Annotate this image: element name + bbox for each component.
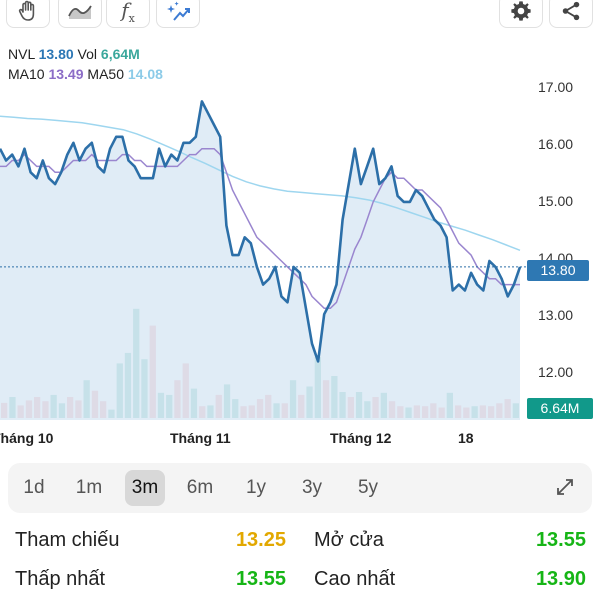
y-tick-label: 13.00: [538, 307, 574, 323]
open-value: 13.55: [535, 529, 586, 551]
price-line: [0, 100, 522, 363]
y-tick-label: 12.00: [538, 364, 574, 380]
last-volume-tag: 6.64M: [527, 398, 593, 419]
ma10-line: [0, 147, 520, 310]
legend-ma50: 14.08: [127, 66, 163, 82]
draw-line-button[interactable]: [58, 0, 102, 28]
y-tick-label: 16.00: [538, 136, 574, 152]
timeframe-1m[interactable]: 1m: [75, 477, 103, 498]
share-icon: [562, 1, 580, 21]
timeframe-6m[interactable]: 6m: [186, 477, 214, 498]
high-value: 13.90: [535, 568, 586, 590]
x-tick-label: 18: [458, 430, 474, 446]
x-tick-label: Tháng 12: [330, 430, 392, 446]
function-icon: fx: [121, 0, 135, 25]
legend-vol-label: Vol: [77, 46, 98, 62]
ai-analysis-button[interactable]: [156, 0, 200, 28]
legend-price: 13.80: [38, 46, 74, 62]
high-label: Cao nhất: [314, 568, 396, 590]
timeframe-selector: 1d 1m 3m 6m 1y 3y 5y: [8, 463, 592, 513]
price-area-fill: [0, 101, 520, 421]
timeframe-5y[interactable]: 5y: [357, 477, 379, 498]
magic-wand-icon: [167, 1, 190, 21]
x-tick-label: Tháng 11: [170, 430, 231, 446]
indicators-button[interactable]: fx: [106, 0, 150, 28]
hand-icon: [18, 0, 35, 21]
expand-button[interactable]: [554, 476, 576, 503]
legend-ma50-label: MA50: [87, 66, 124, 82]
stats-row: Tham chiếu 13.25 Mở cửa 13.55: [0, 529, 600, 559]
timeframe-3y[interactable]: 3y: [301, 477, 323, 498]
price-chart[interactable]: [0, 0, 600, 460]
share-button[interactable]: [549, 0, 593, 28]
stats-row: Thấp nhất 13.55 Cao nhất 13.90: [0, 568, 600, 598]
settings-button[interactable]: [499, 0, 543, 28]
legend-symbol: NVL: [8, 46, 35, 62]
hand-tool-button[interactable]: [6, 0, 50, 28]
timeframe-1y[interactable]: 1y: [245, 477, 267, 498]
legend-ma10-label: MA10: [8, 66, 45, 82]
open-label: Mở cửa: [314, 529, 384, 551]
legend-ma10: 13.49: [48, 66, 84, 82]
y-tick-label: 15.00: [538, 193, 574, 209]
ref-value: 13.25: [235, 529, 286, 551]
x-tick-label: Tháng 10: [0, 430, 54, 446]
last-price-tag: 13.80: [527, 260, 589, 281]
chart-toolbar: fx: [0, 0, 600, 32]
curve-icon: [68, 5, 92, 19]
y-tick-label: 17.00: [538, 79, 574, 95]
timeframe-1d[interactable]: 1d: [23, 477, 45, 498]
ma50-line: [0, 115, 521, 251]
ref-label: Tham chiếu: [15, 529, 120, 551]
expand-icon: [557, 479, 573, 495]
low-value: 13.55: [235, 568, 286, 590]
chart-legend: NVL 13.80 Vol 6,64M MA10 13.49 MA50 14.0…: [8, 44, 163, 84]
low-label: Thấp nhất: [15, 568, 106, 590]
legend-vol: 6,64M: [100, 46, 140, 62]
gear-icon: [511, 1, 531, 21]
timeframe-3m[interactable]: 3m: [125, 470, 165, 506]
